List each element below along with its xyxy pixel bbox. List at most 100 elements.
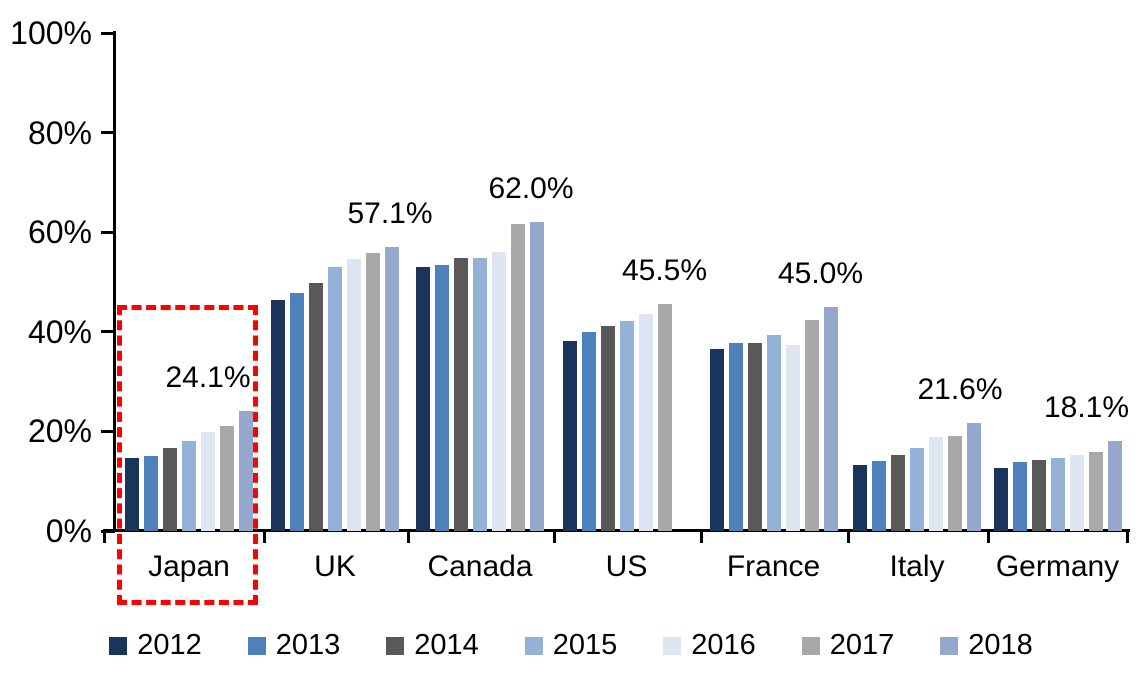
- bar-uk-2013: [290, 293, 304, 531]
- bar-france-2012: [709, 349, 724, 531]
- y-tick-40: [101, 330, 115, 334]
- bar-us-2013: [581, 331, 596, 531]
- legend-label-2016: 2016: [691, 629, 756, 661]
- bar-uk-2015: [328, 266, 342, 531]
- bar-uk-2016: [347, 259, 361, 531]
- bar-japan-2015: [182, 441, 196, 531]
- bar-canada-2014: [454, 257, 468, 531]
- legend-item-2016: 2016: [663, 631, 756, 660]
- category-label-us: US: [605, 550, 648, 583]
- bar-group-italy: 21.6%: [847, 33, 1003, 531]
- bar-germany-2014: [1031, 459, 1046, 531]
- legend-item-2015: 2015: [524, 629, 618, 661]
- bar-canada-2018: [530, 222, 544, 531]
- y-tick-60: [101, 230, 115, 234]
- bar-germany-2015: [1050, 458, 1065, 531]
- bar-uk-2017: [366, 253, 380, 531]
- bar-germany-2012: [993, 468, 1008, 531]
- bar-group-france: 45.0%: [700, 33, 863, 531]
- legend-label-2013: 2013: [275, 629, 341, 661]
- bar-canada-2016: [492, 251, 506, 531]
- legend-swatch-2015: [524, 636, 543, 655]
- bar-japan-2014: [163, 448, 177, 531]
- legend-swatch-2014: [386, 636, 405, 655]
- legend-label-2014: 2014: [414, 629, 479, 661]
- bar-france-2014: [747, 343, 762, 531]
- bars-uk: [263, 33, 407, 531]
- legend-label-2018: 2018: [968, 629, 1033, 661]
- bar-japan-2018: [239, 410, 253, 531]
- bar-us-2015: [619, 321, 634, 531]
- legend-swatch-2012: [109, 636, 128, 655]
- category-label-canada: Canada: [427, 550, 533, 583]
- bar-group-canada: 62.0%: [407, 33, 574, 531]
- bar-france-2018: [823, 306, 838, 531]
- legend-item-2017: 2017: [801, 629, 895, 661]
- y-tick-label-40: 40%: [27, 313, 92, 350]
- bar-canada-2012: [416, 267, 430, 531]
- y-tick-20: [101, 429, 115, 433]
- bar-france-2017: [804, 320, 819, 531]
- bar-france-2015: [766, 334, 781, 531]
- bar-us-2017: [657, 304, 672, 531]
- bar-canada-2017: [511, 224, 525, 531]
- x-tick-5: [847, 529, 850, 543]
- x-tick-6: [987, 529, 990, 543]
- category-label-japan: Japan: [148, 550, 230, 583]
- legend-label-2017: 2017: [829, 629, 895, 661]
- y-tick-label-60: 60%: [27, 214, 92, 251]
- y-tick-label-100: 100%: [10, 15, 92, 51]
- bar-germany-2013: [1012, 461, 1027, 531]
- legend-swatch-2017: [801, 636, 820, 655]
- bar-italy-2012: [853, 465, 867, 531]
- legend-item-2014: 2014: [386, 631, 479, 660]
- category-label-germany: Germany: [995, 550, 1120, 583]
- bar-italy-2015: [910, 447, 924, 531]
- legend-label-2015: 2015: [552, 629, 618, 661]
- x-tick-1: [263, 529, 266, 543]
- bar-canada-2013: [435, 265, 449, 531]
- bar-group-uk: 57.1%: [263, 33, 433, 531]
- bar-group-japan: 24.1%: [115, 33, 263, 531]
- bar-us-2014: [600, 326, 615, 531]
- bars-japan: [115, 33, 263, 531]
- bar-japan-2013: [144, 456, 158, 531]
- data-label-japan: 24.1%: [165, 360, 251, 394]
- bar-japan-2016: [201, 431, 215, 531]
- data-label-canada: 62.0%: [488, 172, 574, 206]
- data-label-france: 45.0%: [777, 256, 864, 290]
- y-tick-100: [101, 31, 115, 35]
- category-label-france: France: [726, 550, 821, 583]
- bar-us-2012: [562, 340, 577, 531]
- japan-highlight-rect: [117, 305, 258, 605]
- data-label-germany: 18.1%: [1043, 390, 1130, 424]
- x-tick-7: [1126, 529, 1129, 543]
- bar-us-2016: [638, 313, 653, 531]
- bar-group-germany: 18.1%: [987, 33, 1130, 531]
- x-tick-0: [103, 529, 106, 543]
- bar-uk-2018: [385, 246, 399, 531]
- x-tick-4: [700, 529, 703, 543]
- bar-japan-2012: [125, 457, 139, 531]
- legend-label-2012: 2012: [137, 629, 202, 661]
- bar-italy-2014: [891, 455, 905, 531]
- legend: 2012 2013 2014 2015 2016 2017 2018: [0, 631, 1142, 660]
- bar-group-us: 45.5%: [553, 33, 707, 531]
- bars-canada: [407, 33, 553, 531]
- legend-item-2013: 2013: [247, 629, 341, 661]
- y-tick-label-0: 0%: [45, 513, 92, 549]
- bar-italy-2018: [967, 423, 981, 531]
- bar-germany-2016: [1069, 455, 1084, 531]
- y-tick-80: [101, 131, 115, 135]
- legend-swatch-2016: [663, 636, 682, 655]
- bar-italy-2017: [948, 436, 962, 531]
- legend-swatch-2018: [940, 636, 959, 655]
- data-label-us: 45.5%: [621, 254, 708, 288]
- y-tick-label-80: 80%: [27, 114, 92, 151]
- bar-uk-2012: [271, 300, 285, 531]
- legend-swatch-2013: [247, 636, 266, 655]
- y-tick-label-20: 20%: [27, 413, 92, 450]
- bar-canada-2015: [473, 258, 487, 531]
- bar-france-2016: [785, 344, 800, 531]
